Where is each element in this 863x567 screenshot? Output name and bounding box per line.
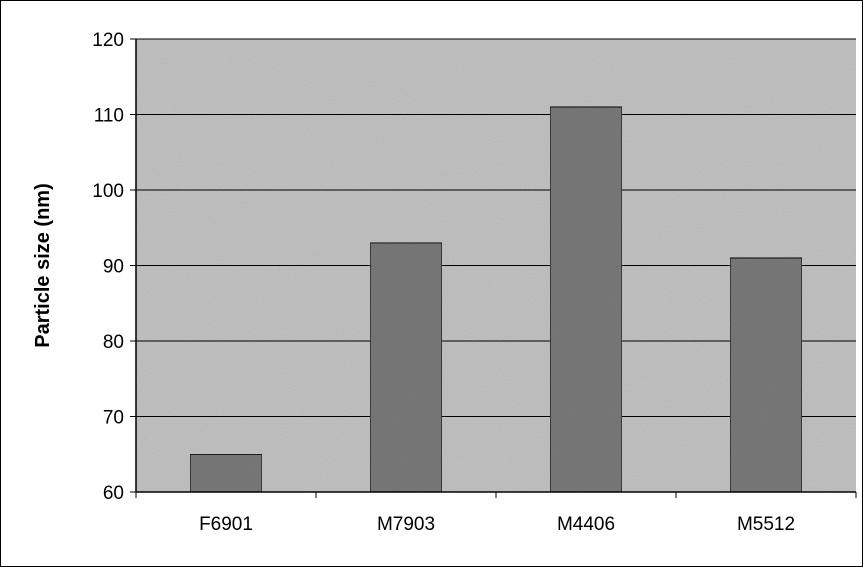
y-axis-title: Particle size (nm) [32, 183, 54, 348]
y-tick-label: 120 [92, 30, 124, 51]
y-tick-label: 100 [92, 181, 124, 202]
y-tick-label: 60 [103, 483, 124, 504]
bar-f6901 [189, 453, 263, 493]
y-tick-label: 70 [103, 408, 124, 429]
y-tick-label: 110 [94, 106, 124, 127]
bar-m5512 [729, 257, 803, 493]
y-tick-label: 90 [103, 257, 124, 278]
x-category-label: M5512 [737, 514, 795, 535]
x-category-label: F6901 [199, 514, 253, 535]
x-category-label: M4406 [557, 514, 615, 535]
bar-m4406 [549, 106, 623, 493]
x-category-label: M7903 [377, 514, 435, 535]
bar-m7903 [369, 242, 443, 493]
y-tick-label: 80 [103, 332, 124, 353]
